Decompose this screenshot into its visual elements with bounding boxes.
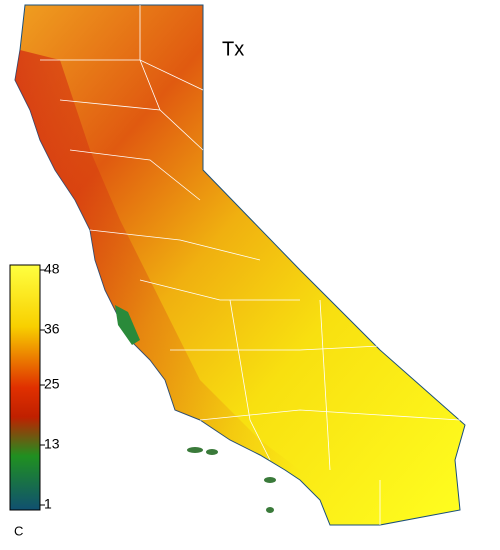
california-map xyxy=(14,4,466,526)
coastal-band xyxy=(15,50,300,470)
state-shape xyxy=(14,4,466,526)
colorbar-ticks: 48 36 25 13 1 xyxy=(40,261,60,512)
colorbar-unit: C xyxy=(14,523,23,538)
map-title: Tx xyxy=(222,38,244,60)
colorbar xyxy=(9,264,41,511)
coastal-green xyxy=(115,305,140,345)
colorbar-tick-label: 13 xyxy=(44,436,60,452)
colorbar-tick-label: 25 xyxy=(44,376,60,392)
colorbar-tick-label: 48 xyxy=(44,261,60,277)
colorbar-tick-label: 36 xyxy=(44,321,60,337)
islands xyxy=(187,447,276,513)
county-lines xyxy=(40,5,461,525)
colorbar-tick-label: 1 xyxy=(44,496,52,512)
